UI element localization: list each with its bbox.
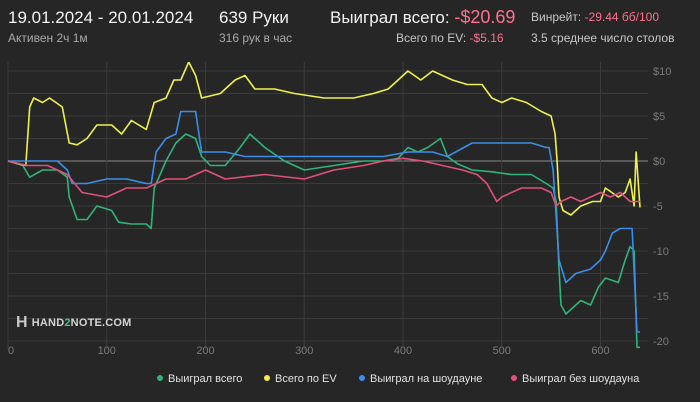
y-tick-label: $10 — [653, 66, 671, 78]
series-line-nonshowdown — [7, 157, 640, 207]
legend-label-won: Выиграл всего — [168, 373, 243, 385]
ev-total: Всего по EV: -$5.16 — [396, 31, 504, 45]
legend-dot-won — [157, 375, 163, 382]
y-tick-label: -5 — [653, 201, 663, 213]
won-total: Выиграл всего: -$20.69 — [330, 7, 515, 28]
y-tick-label: $5 — [653, 111, 665, 123]
series-line-ev — [7, 62, 641, 216]
y-tick-label: -15 — [653, 291, 669, 303]
results-chart[interactable]: -20 -15 -10 -5 $0 $5 $10 0 100 200 300 400 500 600 — [0, 62, 700, 362]
x-tick-label: 300 — [295, 345, 313, 357]
x-tick-label: 400 — [394, 345, 412, 357]
date-range: 19.01.2024 - 20.01.2024 — [8, 8, 194, 27]
y-tick-label: -10 — [653, 246, 669, 258]
hands-count: 639 Руки — [219, 8, 289, 27]
series-line-won — [7, 133, 640, 349]
x-tick-label: 500 — [493, 345, 511, 357]
legend-dot-showdown — [359, 375, 365, 382]
winrate-value: -29.44 бб/100 — [584, 10, 660, 24]
winrate: Винрейт: -29.44 бб/100 — [531, 10, 659, 24]
legend-item-nonshowdown[interactable]: Выиграл без шоудауна — [511, 373, 639, 385]
x-tick-label: 0 — [8, 345, 14, 357]
legend-dot-ev — [264, 375, 270, 382]
y-tick-label: $0 — [653, 156, 665, 168]
y-tick-label: -20 — [653, 336, 669, 348]
legend-label-ev: Всего по EV — [275, 373, 337, 385]
legend-item-won[interactable]: Выиграл всего — [157, 373, 242, 385]
series-line-showdown — [8, 110, 640, 333]
legend-item-showdown[interactable]: Выиграл на шоудауне — [359, 373, 482, 385]
legend-item-ev[interactable]: Всего по EV — [264, 373, 337, 385]
legend-dot-nonshowdown — [511, 375, 517, 382]
ev-total-label: Всего по EV: — [396, 31, 467, 45]
won-total-label: Выиграл всего: — [330, 8, 450, 27]
x-tick-label: 600 — [591, 345, 609, 357]
legend-label-nonshowdown: Выиграл без шоудауна — [522, 373, 640, 385]
winrate-label: Винрейт: — [531, 10, 582, 24]
won-total-value: -$20.69 — [454, 7, 516, 27]
legend-label-showdown: Выиграл на шоудауне — [370, 373, 483, 385]
active-time: Активен 2ч 1м — [8, 31, 88, 45]
hand2note-logo: H HAND2NOTE.COM — [16, 314, 132, 331]
hand2note-logo-icon: H — [16, 314, 28, 331]
x-tick-label: 200 — [196, 345, 214, 357]
avg-tables: 3.5 среднее число столов — [531, 31, 675, 45]
hands-per-hour: 316 рук в час — [219, 31, 293, 45]
x-tick-label: 100 — [98, 345, 116, 357]
ev-total-value: -$5.16 — [469, 31, 504, 45]
